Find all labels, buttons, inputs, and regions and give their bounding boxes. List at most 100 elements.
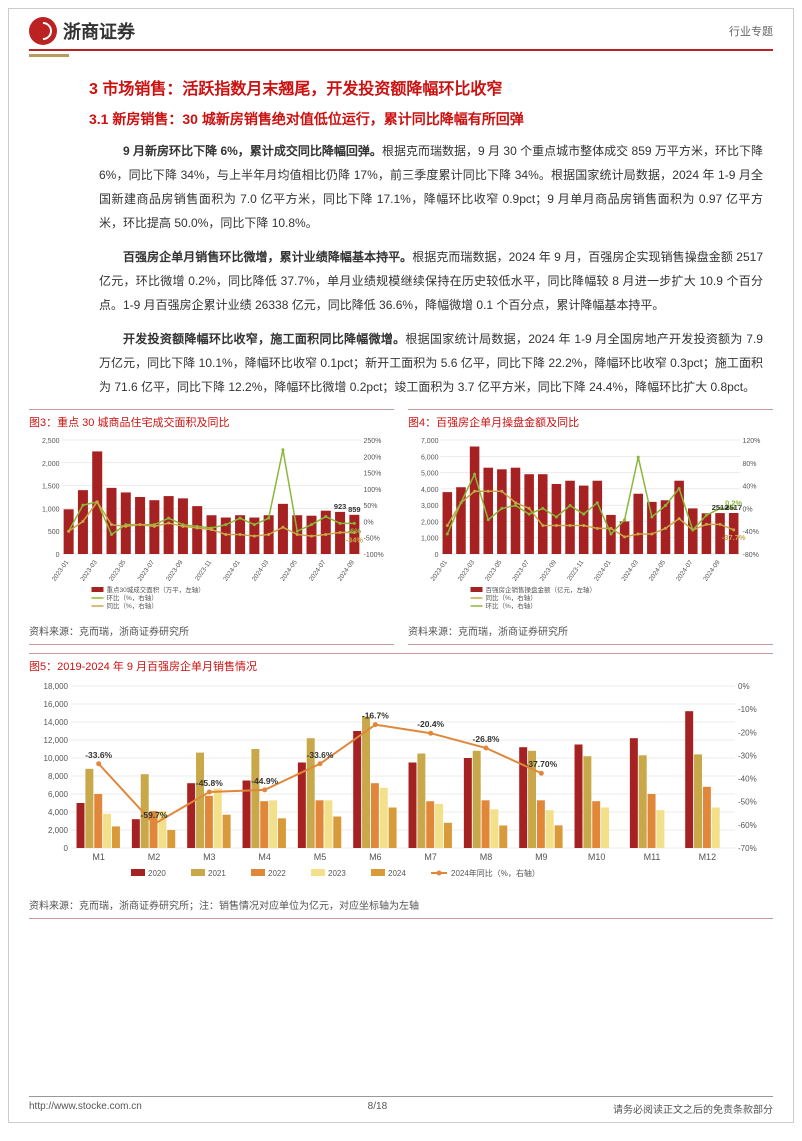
svg-text:150%: 150% xyxy=(364,471,382,478)
svg-text:2023-07: 2023-07 xyxy=(511,559,531,583)
fig4-chart: 01,0002,0003,0004,0005,0006,0007,000-80%… xyxy=(408,434,773,614)
svg-text:3,000: 3,000 xyxy=(421,503,439,510)
svg-text:2024: 2024 xyxy=(388,869,406,878)
footer-url: http://www.stocke.com.cn xyxy=(29,1101,142,1116)
svg-text:2024-01: 2024-01 xyxy=(222,559,242,583)
fig4-title: 图4：百强房企单月操盘金额及同比 xyxy=(408,409,773,434)
brand-name: 浙商证券 xyxy=(63,18,135,44)
svg-text:859: 859 xyxy=(348,505,361,514)
svg-text:0.2%: 0.2% xyxy=(725,498,742,507)
svg-text:M4: M4 xyxy=(258,852,271,862)
svg-text:7,000: 7,000 xyxy=(421,438,439,445)
svg-text:M7: M7 xyxy=(424,852,437,862)
svg-text:-33.6%: -33.6% xyxy=(85,750,112,760)
svg-text:-60%: -60% xyxy=(738,821,757,830)
svg-text:-30%: -30% xyxy=(738,751,757,760)
svg-text:0%: 0% xyxy=(743,506,753,513)
svg-text:M10: M10 xyxy=(588,852,606,862)
svg-text:10,000: 10,000 xyxy=(44,754,69,763)
svg-text:M1: M1 xyxy=(92,852,105,862)
fig3-source: 资料来源：克而瑞，浙商证券研究所 xyxy=(29,619,394,645)
p1-bold: 9 月新房环比下降 6%，累计成交同比降幅回弹。 xyxy=(123,144,382,158)
svg-text:M12: M12 xyxy=(699,852,717,862)
svg-text:100%: 100% xyxy=(364,487,382,494)
svg-text:环比（%，右轴）: 环比（%，右轴） xyxy=(107,593,158,602)
svg-text:2024-09: 2024-09 xyxy=(337,559,357,583)
svg-text:12,000: 12,000 xyxy=(44,736,69,745)
svg-text:500: 500 xyxy=(48,529,60,536)
svg-text:2023-01: 2023-01 xyxy=(51,559,71,583)
svg-text:2,500: 2,500 xyxy=(42,438,60,445)
paragraph-1: 9 月新房环比下降 6%，累计成交同比降幅回弹。根据克而瑞数据，9 月 30 个… xyxy=(99,139,763,235)
svg-text:M2: M2 xyxy=(148,852,161,862)
svg-text:14,000: 14,000 xyxy=(44,718,69,727)
svg-text:0: 0 xyxy=(56,552,60,559)
svg-text:2,000: 2,000 xyxy=(48,826,69,835)
fig5-source: 资料来源：克而瑞，浙商证券研究所；注：销售情况对应单位为亿元，对应坐标轴为左轴 xyxy=(29,893,773,919)
svg-text:0: 0 xyxy=(435,552,439,559)
svg-text:-34%: -34% xyxy=(346,536,364,545)
svg-text:-37.7%: -37.7% xyxy=(722,533,746,542)
svg-text:2023-01: 2023-01 xyxy=(430,559,450,583)
svg-text:2020: 2020 xyxy=(148,869,166,878)
svg-text:-10%: -10% xyxy=(738,705,757,714)
fig3-chart: 05001,0001,5002,0002,500-100%-50%0%50%10… xyxy=(29,434,394,614)
svg-text:6,000: 6,000 xyxy=(48,790,69,799)
svg-text:2023-11: 2023-11 xyxy=(194,559,213,582)
svg-text:-16.7%: -16.7% xyxy=(362,711,389,721)
brand-logo: 浙商证券 xyxy=(29,17,135,45)
svg-text:0%: 0% xyxy=(738,682,750,691)
figure-5: 图5：2019-2024 年 9 月百强房企单月销售情况 02,0004,000… xyxy=(29,653,773,919)
svg-text:5,000: 5,000 xyxy=(421,471,439,478)
svg-text:80%: 80% xyxy=(743,461,757,468)
subsection-title: 3.1 新房销售：30 城新房销售绝对值低位运行，累计同比降幅有所回弹 xyxy=(89,109,773,129)
svg-text:1,500: 1,500 xyxy=(42,484,60,491)
svg-text:2024-05: 2024-05 xyxy=(648,559,668,583)
section-title: 3 市场销售：活跃指数月末翘尾，开发投资额降幅环比收窄 xyxy=(89,75,773,99)
svg-text:6,000: 6,000 xyxy=(421,454,439,461)
svg-text:2,000: 2,000 xyxy=(42,461,60,468)
svg-text:2023-03: 2023-03 xyxy=(457,559,477,583)
svg-text:-20%: -20% xyxy=(738,728,757,737)
svg-text:同比（%，右轴）: 同比（%，右轴） xyxy=(107,601,158,610)
svg-text:2,000: 2,000 xyxy=(421,519,439,526)
doc-type: 行业专题 xyxy=(729,23,773,39)
svg-text:-50%: -50% xyxy=(738,798,757,807)
svg-text:M9: M9 xyxy=(535,852,548,862)
page-header: 浙商证券 行业专题 xyxy=(29,9,773,51)
svg-text:-80%: -80% xyxy=(743,552,759,559)
svg-text:250%: 250% xyxy=(364,438,382,445)
svg-text:200%: 200% xyxy=(364,454,382,461)
svg-text:-40%: -40% xyxy=(738,775,757,784)
svg-text:16,000: 16,000 xyxy=(44,700,69,709)
svg-text:2023-09: 2023-09 xyxy=(539,559,559,583)
svg-text:0%: 0% xyxy=(364,519,374,526)
fig4-source: 资料来源：克而瑞，浙商证券研究所 xyxy=(408,619,773,645)
fig3-title: 图3：重点 30 城商品住宅成交面积及同比 xyxy=(29,409,394,434)
svg-text:2023-09: 2023-09 xyxy=(165,559,185,583)
svg-text:2023-07: 2023-07 xyxy=(137,559,157,583)
svg-text:2022: 2022 xyxy=(268,869,286,878)
p2-bold: 百强房企单月销售环比微增，累计业绩降幅基本持平。 xyxy=(123,250,412,264)
logo-icon xyxy=(29,17,57,45)
svg-text:40%: 40% xyxy=(743,484,757,491)
svg-text:-37.70%: -37.70% xyxy=(525,759,557,769)
svg-text:18,000: 18,000 xyxy=(44,682,69,691)
svg-text:2023-11: 2023-11 xyxy=(566,559,585,582)
svg-text:重点30城成交面积（万平，左轴）: 重点30城成交面积（万平，左轴） xyxy=(107,585,205,594)
svg-text:923: 923 xyxy=(334,502,347,511)
svg-text:2024-09: 2024-09 xyxy=(702,559,722,583)
svg-text:-70%: -70% xyxy=(738,844,757,853)
svg-text:4,000: 4,000 xyxy=(48,808,69,817)
figure-3: 图3：重点 30 城商品住宅成交面积及同比 05001,0001,5002,00… xyxy=(29,409,394,645)
p3-bold: 开发投资额降幅环比收窄，施工面积同比降幅微增。 xyxy=(123,332,405,346)
svg-text:2023-05: 2023-05 xyxy=(484,559,504,583)
svg-text:2024-01: 2024-01 xyxy=(593,559,613,583)
svg-text:-20.4%: -20.4% xyxy=(417,719,444,729)
svg-text:2024年同比（%，右轴）: 2024年同比（%，右轴） xyxy=(451,868,540,878)
footer-page: 8/18 xyxy=(368,1101,387,1116)
svg-text:2024-07: 2024-07 xyxy=(675,559,695,583)
fig5-chart: 02,0004,0006,0008,00010,00012,00014,0001… xyxy=(29,678,773,888)
svg-text:环比（%，右轴）: 环比（%，右轴） xyxy=(486,601,537,610)
svg-text:8,000: 8,000 xyxy=(48,772,69,781)
